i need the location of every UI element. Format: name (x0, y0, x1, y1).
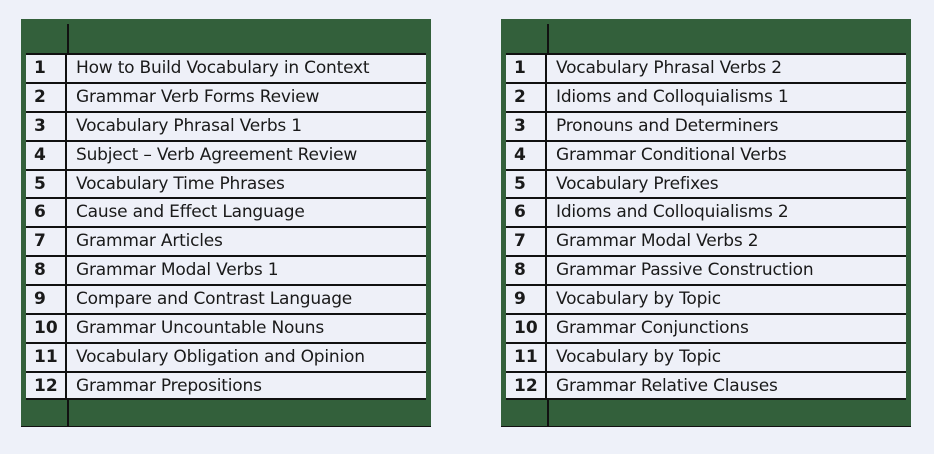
table-row: 10 Grammar Uncountable Nouns (26, 313, 426, 342)
lesson-title: Cause and Effect Language (76, 202, 305, 223)
lesson-title: Vocabulary Time Phrases (76, 173, 285, 194)
table-row: 12 Grammar Prepositions (26, 370, 426, 400)
table-row: 2 Grammar Verb Forms Review (26, 81, 426, 111)
lesson-title: Grammar Verb Forms Review (76, 86, 320, 107)
lesson-title: Idioms and Colloquialisms 1 (556, 86, 789, 107)
table-row: 6 Cause and Effect Language (26, 197, 426, 227)
table-row: 4 Subject – Verb Agreement Review (26, 139, 426, 169)
row-number: 6 (506, 199, 547, 227)
table-row: 5 Vocabulary Time Phrases (26, 168, 426, 198)
lesson-title: How to Build Vocabulary in Context (76, 58, 370, 78)
table-row: 4 Grammar Conditional Verbs (506, 139, 906, 169)
lesson-title: Pronouns and Determiners (556, 115, 779, 136)
row-number: 5 (26, 170, 67, 198)
lesson-title: Vocabulary Prefixes (556, 173, 719, 194)
lesson-title: Vocabulary Obligation and Opinion (76, 346, 365, 367)
table-header (501, 19, 911, 53)
table-row: 2 Idioms and Colloquialisms 1 (506, 81, 906, 111)
lesson-title: Grammar Conditional Verbs (556, 144, 787, 165)
lesson-title: Grammar Relative Clauses (556, 375, 778, 396)
lesson-title: Grammar Passive Construction (556, 260, 814, 281)
left-lesson-table: 1 How to Build Vocabulary in Context 2 Gram… (21, 19, 431, 427)
right-lesson-table: 1 Vocabulary Phrasal Verbs 2 2 Idioms and C… (501, 19, 911, 427)
table-row: 1 Vocabulary Phrasal Verbs 2 (506, 53, 906, 82)
table-header (21, 19, 431, 53)
row-number: 7 (506, 228, 547, 256)
table-row: 6 Idioms and Colloquialisms 2 (506, 197, 906, 227)
table-row: 12 Grammar Relative Clauses (506, 370, 906, 400)
table-body: 1 Vocabulary Phrasal Verbs 2 2 Idioms and C… (506, 53, 906, 400)
row-number: 6 (26, 199, 67, 227)
row-number: 1 (506, 55, 547, 82)
row-number: 9 (506, 286, 547, 314)
row-number: 12 (26, 372, 67, 398)
lesson-title: Idioms and Colloquialisms 2 (556, 202, 789, 223)
lesson-title: Vocabulary Phrasal Verbs 1 (76, 115, 302, 136)
lesson-title: Grammar Modal Verbs 1 (76, 260, 279, 281)
lesson-title: Subject – Verb Agreement Review (76, 144, 358, 165)
row-number: 3 (26, 112, 67, 140)
lesson-title: Vocabulary by Topic (556, 289, 721, 310)
table-row: 3 Pronouns and Determiners (506, 110, 906, 140)
row-number: 11 (26, 343, 67, 371)
row-number: 2 (26, 83, 67, 111)
row-number: 3 (506, 112, 547, 140)
lesson-title: Vocabulary by Topic (556, 346, 721, 367)
row-number: 7 (26, 228, 67, 256)
row-number: 8 (26, 257, 67, 285)
lesson-title: Vocabulary Phrasal Verbs 2 (556, 58, 782, 78)
row-number: 8 (506, 257, 547, 285)
row-number: 4 (506, 141, 547, 169)
table-row: 5 Vocabulary Prefixes (506, 168, 906, 198)
row-number: 1 (26, 55, 67, 82)
table-row: 7 Grammar Articles (26, 226, 426, 256)
table-row: 11 Vocabulary Obligation and Opinion (26, 341, 426, 371)
lesson-title: Grammar Articles (76, 231, 223, 252)
row-number: 10 (26, 315, 67, 342)
lesson-title: Grammar Prepositions (76, 375, 262, 396)
lesson-title: Grammar Modal Verbs 2 (556, 231, 759, 252)
table-row: 11 Vocabulary by Topic (506, 341, 906, 371)
row-number: 5 (506, 170, 547, 198)
row-number: 11 (506, 343, 547, 371)
table-row: 1 How to Build Vocabulary in Context (26, 53, 426, 82)
table-row: 3 Vocabulary Phrasal Verbs 1 (26, 110, 426, 140)
lesson-title: Compare and Contrast Language (76, 289, 353, 310)
row-number: 12 (506, 372, 547, 398)
table-row: 8 Grammar Modal Verbs 1 (26, 255, 426, 285)
lesson-title: Grammar Conjunctions (556, 318, 749, 339)
table-row: 7 Grammar Modal Verbs 2 (506, 226, 906, 256)
table-body: 1 How to Build Vocabulary in Context 2 Gram… (26, 53, 426, 400)
lesson-title: Grammar Uncountable Nouns (76, 318, 325, 339)
table-row: 9 Compare and Contrast Language (26, 284, 426, 314)
row-number: 4 (26, 141, 67, 169)
table-row: 9 Vocabulary by Topic (506, 284, 906, 314)
table-row: 10 Grammar Conjunctions (506, 313, 906, 342)
row-number: 2 (506, 83, 547, 111)
row-number: 10 (506, 315, 547, 342)
row-number: 9 (26, 286, 67, 314)
table-row: 8 Grammar Passive Construction (506, 255, 906, 285)
